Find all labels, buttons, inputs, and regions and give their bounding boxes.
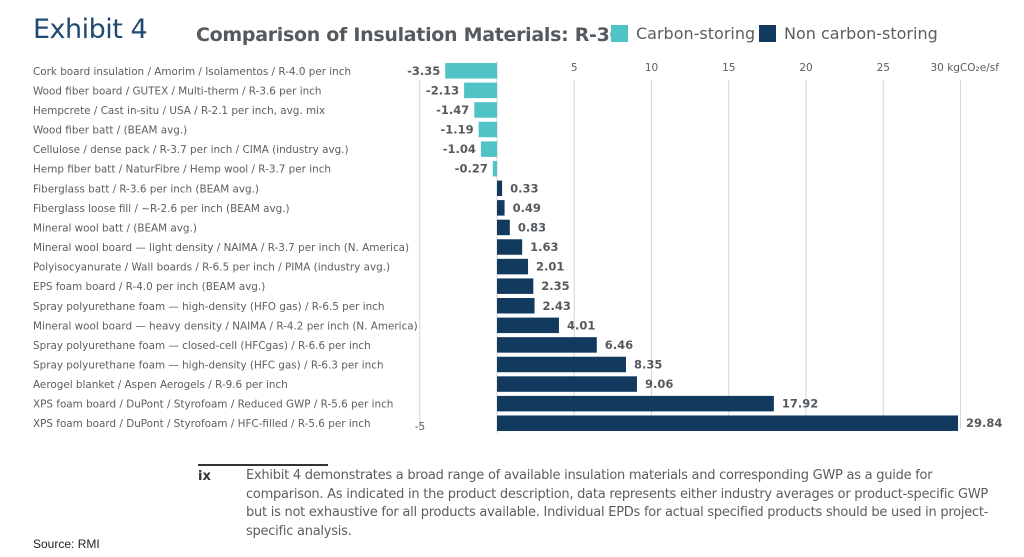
bar bbox=[497, 239, 523, 255]
x-tick-label: 20 bbox=[799, 62, 812, 74]
category-label: Polyisocyanurate / Wall boards / R-6.5 p… bbox=[33, 262, 390, 274]
value-label: -0.27 bbox=[455, 162, 488, 176]
value-label: -3.35 bbox=[407, 64, 440, 78]
category-label: Fiberglass loose fill / ~R-2.6 per inch … bbox=[33, 203, 290, 215]
bar bbox=[497, 278, 534, 294]
value-label: -1.47 bbox=[436, 103, 469, 117]
bar bbox=[497, 180, 503, 197]
category-label: EPS foam board / R-4.0 per inch (BEAM av… bbox=[33, 281, 265, 293]
category-label: Cellulose / dense pack / R-3.7 per inch … bbox=[33, 144, 349, 156]
category-label: Hempcrete / Cast in-situ / USA / R-2.1 p… bbox=[33, 105, 325, 117]
bar bbox=[474, 102, 497, 118]
footnote-text: Exhibit 4 demonstrates a broad range of … bbox=[246, 468, 989, 539]
bar bbox=[497, 376, 637, 392]
value-labels: -3.35 -2.13 -1.47 -1.19 -1.04 -0.27 0.33 0.49 0.… bbox=[407, 64, 1002, 430]
legend-label: Non carbon-storing bbox=[784, 24, 938, 43]
legend-item-carbon-storing: Carbon-storing bbox=[611, 24, 755, 43]
value-label: -1.04 bbox=[443, 142, 476, 156]
bars bbox=[445, 63, 959, 431]
category-label: Wood fiber board / GUTEX / Multi-therm /… bbox=[33, 85, 322, 97]
bar bbox=[464, 82, 497, 99]
category-labels: Cork board insulation / Amorim / Isolame… bbox=[33, 66, 418, 430]
category-label: Mineral wool board — light density / NAI… bbox=[33, 242, 409, 254]
category-label: Spray polyurethane foam — high-density (… bbox=[33, 359, 384, 371]
bar bbox=[492, 160, 497, 177]
category-label: Aerogel blanket / Aspen Aerogels / R-9.6… bbox=[33, 379, 288, 391]
bar bbox=[480, 141, 497, 157]
bar bbox=[497, 200, 505, 216]
bar bbox=[497, 356, 627, 373]
value-label: -2.13 bbox=[426, 83, 459, 97]
bar bbox=[497, 219, 510, 236]
category-label: Mineral wool batt / (BEAM avg.) bbox=[33, 222, 197, 234]
x-tick-label: 30 kgCO₂e/sf bbox=[931, 62, 1000, 74]
footnote-marker: ix bbox=[198, 469, 211, 484]
bar bbox=[497, 258, 529, 275]
value-label: 0.33 bbox=[510, 181, 538, 195]
legend-swatch-carbon-storing bbox=[611, 25, 628, 42]
value-label: 6.46 bbox=[605, 338, 633, 352]
x-axis-ticks: -5 5 10 15 20 25 30 kgCO₂e/sf bbox=[415, 62, 999, 433]
value-label: 2.35 bbox=[541, 279, 569, 293]
category-label: XPS foam board / DuPont / Styrofoam / Re… bbox=[33, 399, 393, 411]
x-tick-label: 15 bbox=[722, 62, 735, 74]
footnote-rule bbox=[198, 464, 328, 466]
value-label: 0.49 bbox=[513, 201, 541, 215]
bar bbox=[497, 298, 535, 314]
category-label: Mineral wool board — heavy density / NAI… bbox=[33, 320, 418, 332]
value-label: 2.43 bbox=[543, 299, 571, 313]
exhibit-label: Exhibit 4 bbox=[33, 14, 148, 45]
category-label: Spray polyurethane foam — closed-cell (H… bbox=[33, 340, 371, 352]
category-label: Hemp fiber batt / NaturFibre / Hemp wool… bbox=[33, 164, 331, 176]
category-label: Fiberglass batt / R-3.6 per inch (BEAM a… bbox=[33, 183, 259, 195]
value-label: 0.83 bbox=[518, 220, 546, 234]
legend-swatch-non-carbon-storing bbox=[759, 25, 776, 42]
bar bbox=[497, 337, 597, 353]
bar bbox=[478, 121, 497, 138]
category-label: XPS foam board / DuPont / Styrofoam / HF… bbox=[33, 418, 371, 430]
bar bbox=[497, 395, 774, 412]
x-tick-label: 5 bbox=[571, 62, 578, 74]
value-label: 17.92 bbox=[782, 397, 818, 411]
value-label: 8.35 bbox=[634, 357, 662, 371]
legend-item-non-carbon-storing: Non carbon-storing bbox=[759, 24, 938, 43]
x-tick-label: 10 bbox=[645, 62, 658, 74]
bar bbox=[445, 63, 497, 79]
value-label: 2.01 bbox=[536, 260, 564, 274]
value-label: 4.01 bbox=[567, 318, 595, 332]
value-label: -1.19 bbox=[440, 123, 473, 137]
value-label: 1.63 bbox=[530, 240, 558, 254]
legend-label: Carbon-storing bbox=[636, 24, 756, 43]
value-label: 29.84 bbox=[966, 416, 1002, 430]
source-note: Source: RMI bbox=[33, 537, 100, 551]
x-tick-label: 25 bbox=[877, 62, 890, 74]
category-label: Cork board insulation / Amorim / Isolame… bbox=[33, 66, 351, 78]
category-label: Spray polyurethane foam — high-density (… bbox=[33, 301, 384, 313]
category-label: Wood fiber batt / (BEAM avg.) bbox=[33, 125, 187, 137]
bar bbox=[497, 317, 559, 334]
value-label: 9.06 bbox=[645, 377, 673, 391]
bar bbox=[497, 415, 959, 431]
x-tick-label: -5 bbox=[415, 421, 425, 433]
chart-title: Comparison of Insulation Materials: R-30 bbox=[196, 24, 623, 46]
